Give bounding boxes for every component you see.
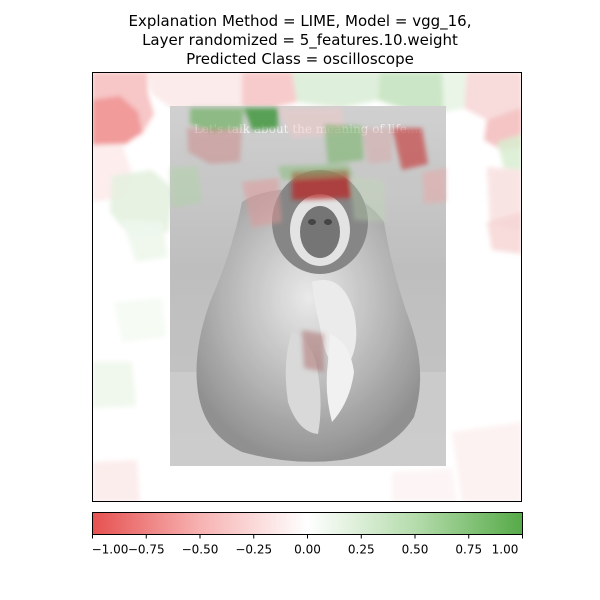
colorbar-tick-label: −0.75	[128, 543, 165, 557]
chart-title-line-2: Layer randomized = 5_features.10.weight	[0, 31, 600, 50]
colorbar-gradient	[93, 513, 523, 535]
colorbar-tick-label: 0.00	[294, 543, 321, 557]
colorbar-tick-label: 0.50	[402, 543, 429, 557]
chart-title-line-3: Predicted Class = oscilloscope	[0, 50, 600, 69]
colorbar-tick-label: −0.50	[182, 543, 219, 557]
colorbar: −1.00 −0.75 −0.50 −0.25 0.00 0.25 0.50 0.75 1.00	[92, 512, 523, 572]
colorbar-tick-label: 0.25	[348, 543, 375, 557]
chart-title-line-1: Explanation Method = LIME, Model = vgg_1…	[0, 12, 600, 31]
colorbar-tick-label: 0.75	[455, 543, 482, 557]
attribution-heatmap: Let's talk about the meaning of life....	[92, 72, 522, 502]
colorbar-tick-label: 1.00	[492, 543, 519, 557]
colorbar-tick-label: −1.00	[92, 543, 128, 557]
colorbar-tick-label: −0.25	[235, 543, 272, 557]
